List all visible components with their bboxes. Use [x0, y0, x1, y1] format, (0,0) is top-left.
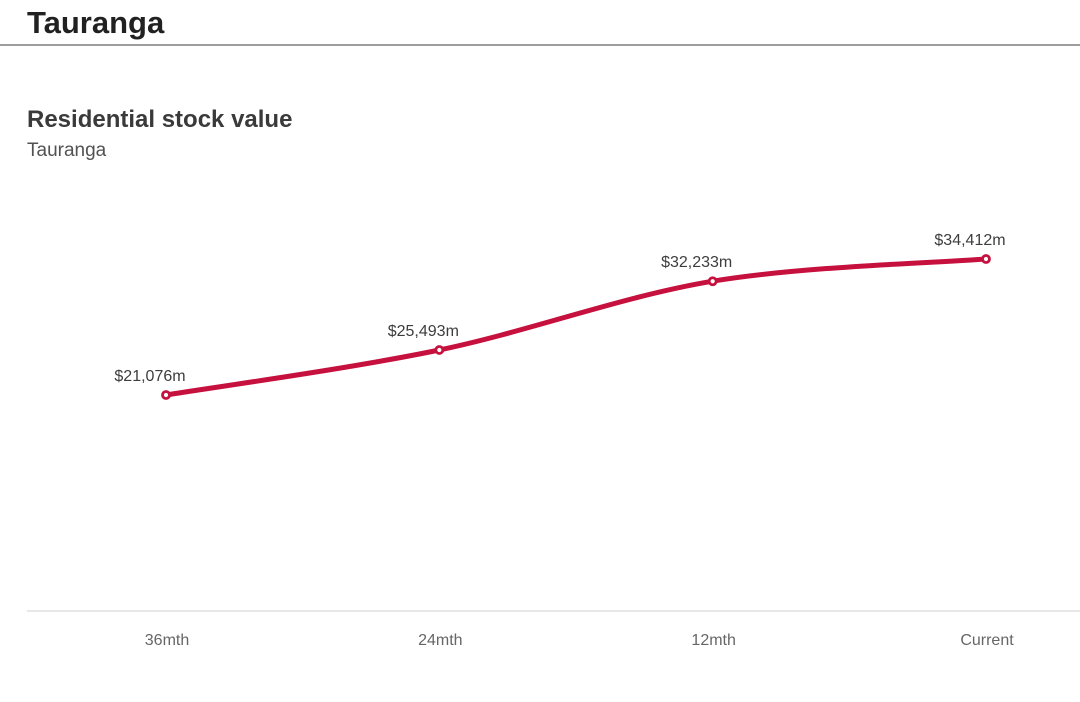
data-point-marker[interactable]: [161, 390, 171, 400]
data-point-label: $25,493m: [388, 323, 459, 340]
chart-subtitle: Tauranga: [27, 140, 107, 161]
x-axis-label: 24mth: [418, 632, 462, 649]
data-point-label: $21,076m: [114, 368, 185, 385]
data-point-marker[interactable]: [707, 276, 718, 287]
data-point-label: $32,233m: [661, 254, 732, 271]
x-axis-label: 36mth: [145, 632, 189, 649]
x-axis-label: Current: [960, 632, 1014, 649]
x-axis-label: 12mth: [691, 632, 735, 649]
chart-title: Residential stock value: [27, 106, 293, 133]
page-title: Tauranga: [27, 5, 165, 40]
line-series-path: [163, 256, 989, 398]
data-point-marker[interactable]: [434, 345, 445, 355]
title-divider: [0, 44, 1080, 46]
data-point-label: $34,412m: [934, 232, 1005, 249]
data-point-marker[interactable]: [981, 254, 991, 264]
